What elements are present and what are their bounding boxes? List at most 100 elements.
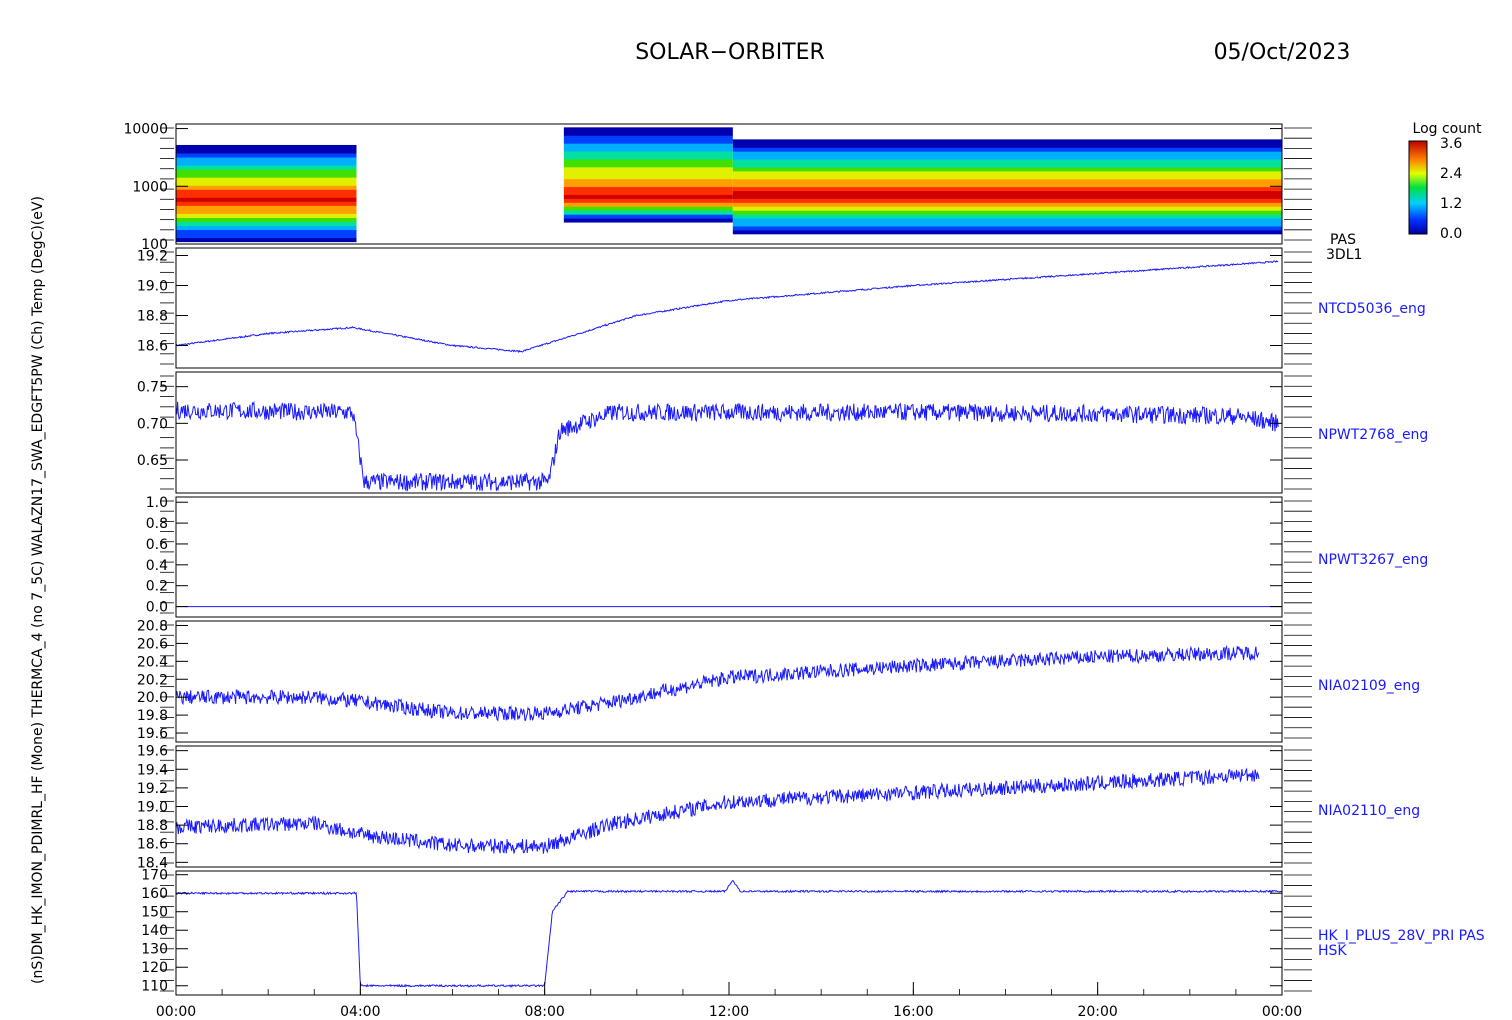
colorbar-label: Log count	[1413, 121, 1482, 137]
series-line	[175, 260, 1279, 354]
spectrogram-band	[563, 202, 733, 207]
spectrogram-band	[563, 166, 733, 172]
colorbar-tick: 1.2	[1440, 196, 1462, 212]
panel-frame	[175, 870, 1283, 996]
y-tick-label: 130	[141, 942, 168, 958]
spectrogram-band	[176, 169, 357, 174]
overlapping-y-axis-labels: (nS)DM_HK_IMON_PDIMRL_HF (Mone) THERMCA_…	[30, 196, 46, 984]
spectrogram-band	[563, 154, 733, 160]
y-tick-label: 20.4	[137, 654, 168, 670]
spectrogram-band	[563, 214, 733, 219]
x-tick-label: 08:00	[524, 1004, 564, 1020]
spectrogram-band	[176, 221, 357, 227]
spectrogram-band	[176, 165, 357, 170]
series-label: 3DL1	[1326, 247, 1362, 263]
y-tick-label: 20.6	[137, 636, 168, 652]
spectrogram-band	[563, 186, 733, 191]
spectrogram-band	[176, 197, 357, 202]
spectrogram-band	[176, 237, 357, 243]
spectrogram-band	[732, 174, 1282, 180]
spectrogram-band	[176, 173, 357, 178]
series-line	[175, 879, 1283, 988]
spectrogram-band	[176, 213, 357, 218]
panel-frame	[175, 123, 1283, 245]
spectrogram-band	[732, 155, 1282, 160]
y-tick-label: 1000	[132, 179, 168, 195]
y-tick-label: 1.0	[146, 495, 168, 511]
spectrogram-band	[732, 182, 1282, 188]
spectrogram-band	[176, 225, 357, 231]
plot-title: SOLAR−ORBITER	[635, 40, 825, 65]
spectrogram-band	[563, 170, 733, 176]
y-tick-label: 18.6	[137, 837, 168, 853]
spectrogram-band	[176, 209, 357, 214]
y-tick-label: 110	[141, 979, 168, 995]
spectrogram-band	[176, 161, 357, 166]
y-tick-label: 0.65	[137, 453, 168, 469]
x-tick-label: 00:00	[156, 1004, 196, 1020]
y-tick-label: 0.4	[146, 558, 168, 574]
x-tick-label: 16:00	[893, 1004, 933, 1020]
y-tick-label: 19.2	[137, 249, 168, 265]
x-tick-label: 04:00	[340, 1004, 380, 1020]
y-tick-label: 18.8	[137, 818, 168, 834]
y-tick-label: 0.70	[137, 416, 168, 432]
spectrogram-band	[176, 185, 357, 190]
colorbar-gradient	[1408, 140, 1428, 235]
spectrogram-band	[732, 166, 1282, 172]
x-tick-label: 00:00	[1262, 1004, 1302, 1020]
spectrogram-band	[732, 198, 1282, 203]
time-axis: 00:00 04:00 08:00 12:00 16:00 20:00 00:00	[156, 982, 1302, 1020]
y-tick-label: 19.6	[137, 726, 168, 742]
spectrogram-band	[732, 151, 1282, 156]
spectrogram-band	[563, 210, 733, 215]
series-line	[175, 644, 1260, 722]
y-tick-label: 0.75	[137, 380, 168, 396]
spectrogram-band	[563, 158, 733, 164]
panel-frame	[175, 620, 1283, 743]
spectrogram-band	[563, 218, 733, 223]
spectrogram-band	[176, 217, 357, 222]
series-label: HK_I_PLUS_28V_PRI PAS	[1318, 928, 1485, 944]
spectrogram-band	[732, 225, 1282, 231]
y-tick-label: 19.0	[137, 800, 168, 816]
spectrogram-band	[563, 182, 733, 188]
spectrogram-band	[176, 181, 357, 186]
spectrogram-band	[732, 178, 1282, 184]
spectrogram-band	[563, 194, 733, 199]
spectrogram-band	[732, 222, 1282, 227]
panel-hk-i-plus-28v-pri: 170 160 150 140 130 120 110 HK_I_PLUS_28V_PRI P…	[141, 868, 1485, 996]
spectrogram-band	[732, 202, 1282, 207]
panel-npwt2768-eng: 0.75 0.70 0.65 NPWT2768_eng	[137, 371, 1428, 494]
spectrogram-band	[732, 214, 1282, 219]
y-tick-label: 18.6	[137, 339, 168, 355]
series-label: PAS	[1330, 232, 1356, 248]
spectrogram-band	[563, 143, 733, 148]
spectrogram-band	[176, 177, 357, 182]
colorbar-tick: 2.4	[1440, 166, 1462, 182]
y-tick-label: 170	[141, 868, 168, 884]
spectrogram-band	[732, 194, 1282, 199]
spectrogram-band	[732, 206, 1282, 211]
spectrogram-band	[563, 127, 733, 132]
spectrogram-band	[563, 135, 733, 140]
spectrogram-band	[563, 147, 733, 152]
y-tick-label: 18.4	[137, 855, 168, 871]
spectrogram-segment	[176, 144, 357, 243]
y-tick-label: 120	[141, 960, 168, 976]
spectrogram-band	[176, 189, 357, 194]
y-tick-label: 0.6	[146, 537, 168, 553]
y-tick-label: 19.8	[137, 708, 168, 724]
spectrogram-band	[176, 153, 357, 158]
spectrogram-band	[176, 148, 357, 154]
spectrogram-band	[732, 186, 1282, 192]
y-tick-label: 20.0	[137, 690, 168, 706]
spectrogram-band	[176, 201, 357, 206]
spectrogram-band	[732, 190, 1282, 195]
spectrogram-band	[732, 229, 1282, 235]
spectrogram-band	[176, 157, 357, 162]
series-label: NPWT2768_eng	[1318, 427, 1428, 443]
